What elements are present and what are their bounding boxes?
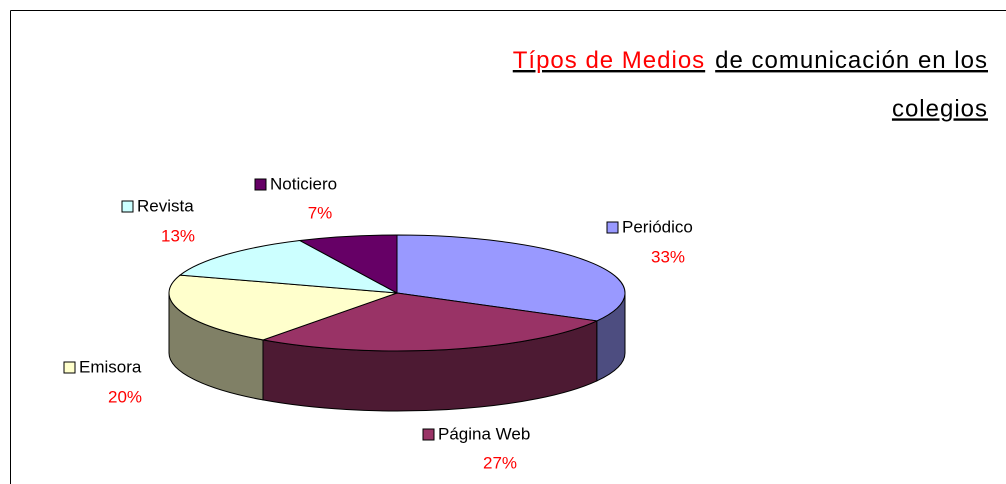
legend-swatch [606,221,619,234]
chart-title: colegios [892,95,988,122]
data-label: 27% [483,453,517,472]
slice [298,234,398,294]
slice [168,274,398,341]
chart-title: Típos de Medios de comunicación en los [513,47,988,74]
title-part: Típos de Medios [513,47,705,74]
legend-swatch [63,361,76,374]
legend-swatch [254,178,267,191]
title-part: de comunicación en los [715,47,988,74]
legend-swatch [121,200,134,213]
slice [261,292,599,352]
data-label: 20% [108,387,142,406]
legend-swatch [422,428,435,441]
data-label-name: Revista [137,196,194,215]
data-label-name: Emisora [79,357,142,376]
data-label: 33% [651,247,685,266]
data-label-name: Periódico [622,217,693,236]
slice [178,240,398,294]
data-label: 7% [308,203,333,222]
data-label: 13% [161,226,195,245]
data-label-name: Página Web [438,424,530,443]
slice [396,234,626,322]
data-label-name: Noticiero [270,174,337,193]
